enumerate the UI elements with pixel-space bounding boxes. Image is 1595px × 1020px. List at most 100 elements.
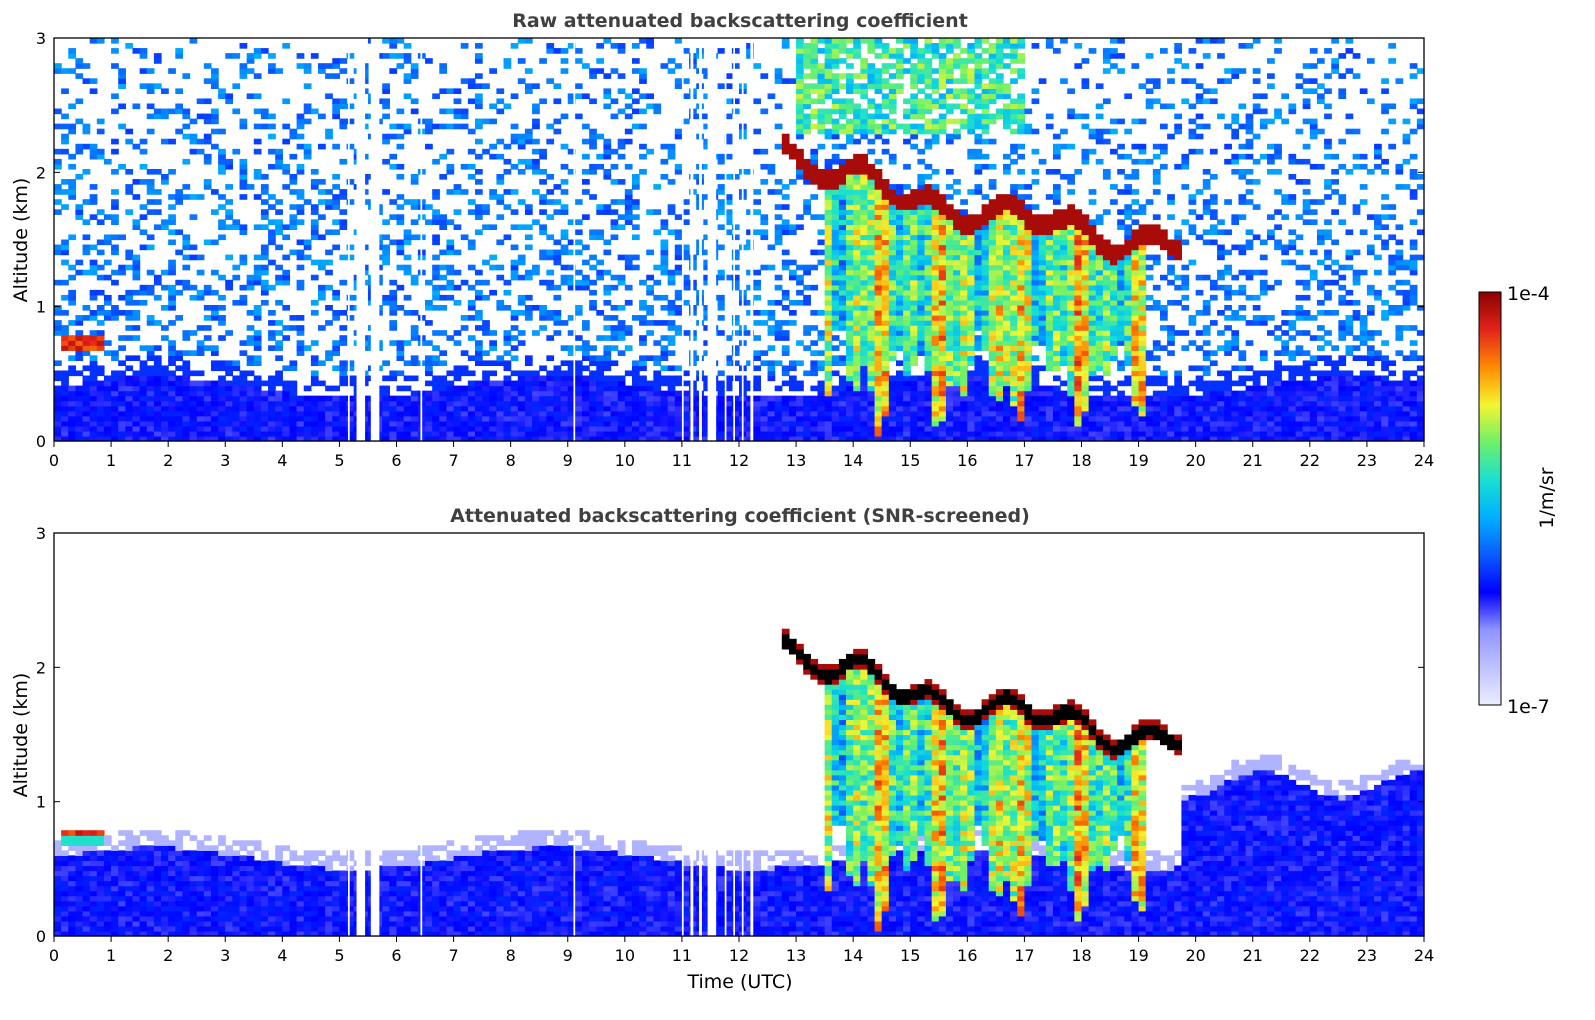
heatmap-cell [788,420,797,427]
heatmap-cell [974,214,983,220]
heatmap-cell [796,158,804,165]
heatmap-cell [532,395,540,402]
heatmap-cell [853,214,861,220]
heatmap-cell [232,219,241,225]
heatmap-cell [161,405,169,412]
heatmap-cell [903,425,911,432]
heatmap-cell [617,153,626,160]
heatmap-cell [453,269,462,276]
heatmap-cell [667,299,676,306]
heatmap-cell [175,315,184,321]
heatmap-cell [917,415,926,422]
heatmap-cell [153,415,162,422]
heatmap-cell [517,405,526,412]
heatmap-cell [903,58,911,64]
heatmap-cell [54,400,62,407]
heatmap-cell [781,335,790,341]
heatmap-cell [396,204,405,210]
heatmap-cell [903,345,911,351]
heatmap-cell [967,78,976,84]
heatmap-cell [624,264,633,271]
heatmap-cell [824,345,833,351]
heatmap-cell [838,259,847,266]
heatmap-cell [339,123,348,130]
heatmap-cell [760,108,769,115]
heatmap-cell [574,410,583,417]
heatmap-cell [860,163,869,170]
heatmap-cell [639,405,647,412]
heatmap-cell [161,425,169,432]
heatmap-cell [895,229,904,236]
heatmap-cell [903,310,911,316]
heatmap-cell [503,430,512,437]
heatmap-cell [667,390,676,397]
heatmap-cell [146,83,155,89]
heatmap-cell [382,360,390,367]
heatmap-cell [246,395,255,402]
heatmap-cell [853,43,861,49]
heatmap-cell [532,304,540,311]
heatmap-cell [574,269,583,276]
heatmap-cell [774,385,783,392]
heatmap-cell [153,400,162,407]
heatmap-cell [182,123,191,130]
heatmap-cell [824,340,833,346]
heatmap-cell [674,264,683,271]
heatmap-cell [810,153,819,160]
heatmap-cell [89,310,98,316]
heatmap-cell [874,108,883,115]
heatmap-cell [582,138,590,145]
heatmap-cell [460,430,469,437]
heatmap-cell [610,315,619,321]
heatmap-cell [917,108,926,115]
heatmap-cell [960,214,968,220]
heatmap-cell [903,113,911,120]
heatmap-cell [988,299,997,306]
heatmap-cell [895,73,904,79]
heatmap-cell [161,138,169,145]
heatmap-cell [903,249,911,256]
heatmap-cell [945,239,954,246]
heatmap-cell [61,420,69,427]
heatmap-cell [239,380,248,387]
heatmap-cell [917,53,926,59]
heatmap-cell [674,168,683,175]
heatmap-cell [931,395,940,402]
heatmap-cell [603,284,612,291]
heatmap-cell [781,204,790,210]
heatmap-cell [653,430,662,437]
heatmap-cell [910,400,918,407]
heatmap-cell [674,234,683,241]
heatmap-cell [524,204,533,210]
heatmap-cell [517,410,526,417]
heatmap-cell [325,133,333,140]
heatmap-cell [945,259,954,266]
heatmap-cell [853,310,861,316]
heatmap-cell [524,133,533,140]
heatmap-cell [496,138,505,145]
heatmap-cell [910,410,918,417]
heatmap-cell [660,143,669,150]
heatmap-cell [210,380,219,387]
heatmap-cell [553,375,562,382]
heatmap-cell [860,133,869,140]
heatmap-cell [111,249,119,256]
heatmap-cell [895,123,904,130]
heatmap-cell [674,425,683,432]
heatmap-cell [924,163,933,170]
heatmap-cell [546,395,555,402]
heatmap-cell [788,78,797,84]
heatmap-cell [610,209,619,215]
heatmap-cell [89,214,98,220]
heatmap-cell [182,415,191,422]
heatmap-cell [553,83,562,89]
heatmap-cell [68,365,77,372]
heatmap-cell [910,330,918,336]
heatmap-cell [910,355,918,361]
heatmap-cell [203,430,212,437]
heatmap-cell [196,254,205,261]
heatmap-cell [717,380,726,387]
heatmap-cell [474,425,483,432]
heatmap-cell [489,395,497,402]
heatmap-cell [974,315,983,321]
